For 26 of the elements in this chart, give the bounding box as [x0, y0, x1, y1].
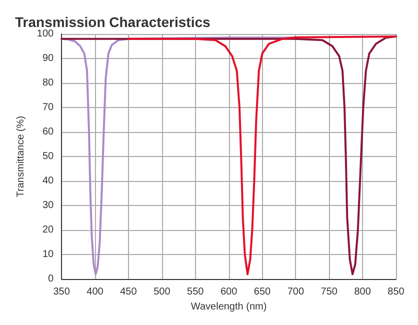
x-tick-label: 650 [254, 286, 272, 298]
chart-title: Transmission Characteristics [15, 14, 211, 30]
y-tick-label: 30 [42, 200, 54, 212]
x-tick-label: 450 [120, 286, 138, 298]
x-tick-label: 700 [287, 286, 304, 298]
x-tick-label: 800 [354, 286, 372, 298]
y-tick-label: 20 [42, 224, 54, 236]
y-tick-label: 70 [42, 102, 54, 114]
x-tick-label: 350 [53, 286, 70, 298]
x-tick-label: 850 [388, 286, 405, 298]
x-tick-label: 550 [187, 286, 204, 298]
y-tick-label: 0 [48, 274, 54, 285]
y-tick-label: 80 [42, 78, 54, 89]
y-tick-label: 60 [42, 126, 54, 138]
x-tick-label: 750 [320, 286, 338, 298]
y-tick-label: 10 [42, 249, 54, 260]
y-tick-label: 90 [42, 53, 54, 64]
x-tick-label: 600 [220, 286, 238, 298]
y-tick-label: 50 [42, 151, 54, 162]
y-tick-label: 100 [36, 28, 54, 40]
y-tick-label: 40 [42, 176, 54, 187]
x-axis-title: Wavelength (nm) [190, 302, 267, 312]
line-series [127, 35, 397, 276]
x-tick-label: 500 [154, 286, 171, 298]
y-axis-title: Transmittance (%) [16, 116, 26, 198]
x-tick-label: 400 [86, 286, 104, 298]
